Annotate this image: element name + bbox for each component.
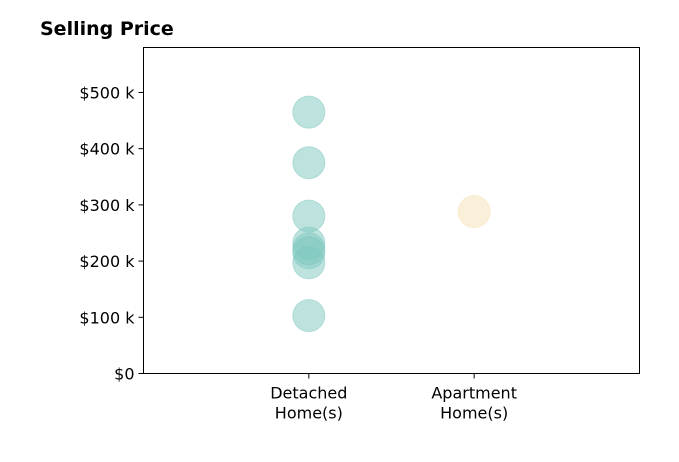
x-tick-label: Home(s) [440,404,508,423]
x-tick-label: Apartment [431,384,517,403]
data-point [292,146,326,180]
data-points [292,95,491,333]
y-tick-label: $400 k [79,140,135,159]
data-point [292,95,326,129]
y-tick-label: $100 k [79,308,135,327]
y-tick-label: $500 k [79,83,135,102]
y-tick-label: $300 k [79,196,135,215]
x-tick-label: Detached [270,384,347,403]
y-axis: $0 $100 k $200 k $300 k $400 k $500 k [79,83,144,384]
y-tick-label: $0 [114,365,134,384]
x-tick-label: Home(s) [275,404,343,423]
data-point [292,246,326,280]
chart-title: Selling Price [40,18,174,40]
y-tick-label: $200 k [79,252,135,271]
data-point [292,299,326,333]
data-point [457,195,491,229]
plot-frame [143,47,640,374]
